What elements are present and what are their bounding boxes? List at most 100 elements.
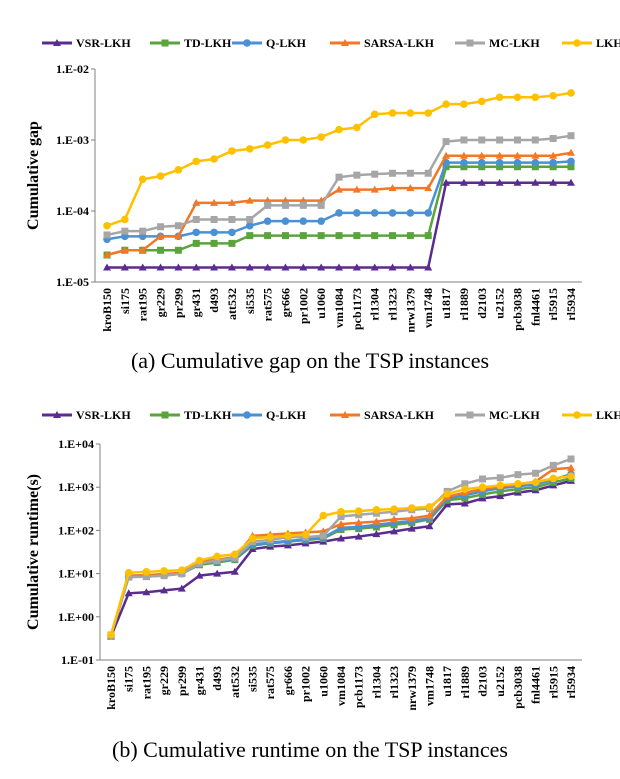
data-point bbox=[567, 157, 575, 166]
data-point bbox=[513, 158, 522, 167]
data-point bbox=[406, 109, 415, 117]
legend-item-td-lkh: TD-LKH bbox=[150, 408, 232, 422]
legend-item-sarsa-lkh: SARSA-LKH bbox=[330, 36, 435, 50]
data-point bbox=[337, 507, 345, 516]
data-point bbox=[335, 232, 343, 240]
y-axis-label: Cumulative gap bbox=[25, 121, 42, 230]
series-vsr-lkh bbox=[107, 476, 575, 640]
data-point bbox=[263, 217, 272, 225]
data-point bbox=[177, 584, 186, 592]
data-point bbox=[352, 263, 361, 271]
data-point bbox=[138, 246, 147, 254]
data-point bbox=[263, 196, 272, 204]
data-point bbox=[264, 232, 272, 240]
data-point bbox=[174, 263, 183, 271]
x-tick-label: nrw1379 bbox=[405, 666, 419, 711]
legend-marker bbox=[341, 411, 349, 418]
x-tick-label: pr299 bbox=[175, 666, 189, 696]
data-point bbox=[531, 163, 539, 171]
data-point bbox=[352, 185, 361, 193]
data-point bbox=[513, 136, 521, 144]
x-tick-label: vm1748 bbox=[422, 666, 436, 706]
x-tick-label: gr666 bbox=[278, 288, 292, 317]
data-point bbox=[353, 232, 361, 240]
legend-item-q-lkh: Q-LKH bbox=[232, 36, 307, 50]
data-point bbox=[335, 209, 343, 217]
data-point bbox=[210, 263, 219, 271]
x-tick-label: u1817 bbox=[439, 288, 453, 319]
data-point bbox=[531, 93, 540, 102]
x-tick-label: u2152 bbox=[493, 666, 507, 697]
x-tick-label: rat195 bbox=[139, 666, 153, 699]
data-point bbox=[139, 227, 147, 235]
data-point bbox=[442, 178, 451, 186]
series-line-vsr-lkh bbox=[109, 479, 572, 637]
data-point bbox=[138, 175, 147, 184]
x-tick-label: d2103 bbox=[476, 666, 490, 697]
series-line-td-lkh bbox=[109, 477, 572, 636]
data-point bbox=[210, 228, 218, 237]
data-point bbox=[156, 232, 165, 240]
x-tick-label: fnl4461 bbox=[529, 666, 543, 704]
data-point bbox=[192, 198, 201, 206]
data-point bbox=[388, 109, 397, 117]
data-point bbox=[459, 178, 468, 186]
data-point bbox=[353, 209, 361, 217]
data-point bbox=[495, 158, 504, 167]
y-tick-label: 1.E-05 bbox=[56, 275, 89, 289]
x-tick-label: kroB150 bbox=[104, 666, 118, 710]
data-point bbox=[371, 170, 379, 178]
data-point bbox=[299, 263, 308, 271]
y-tick-label: 1.E+00 bbox=[58, 610, 94, 624]
data-point bbox=[390, 505, 398, 513]
data-point bbox=[192, 263, 201, 271]
legend-marker bbox=[243, 39, 251, 47]
data-point bbox=[231, 550, 239, 559]
data-point bbox=[406, 169, 414, 177]
x-tick-label: kroB150 bbox=[100, 288, 114, 332]
data-point bbox=[281, 217, 290, 225]
x-tick-label: gr229 bbox=[157, 666, 171, 695]
series-lkh bbox=[107, 472, 575, 639]
x-tick-label: rat575 bbox=[263, 666, 277, 699]
legend-label: SARSA-LKH bbox=[364, 408, 435, 422]
x-tick-label: rl5934 bbox=[564, 666, 578, 699]
legend-label: Q-LKH bbox=[266, 408, 307, 422]
legend-label: Q-LKH bbox=[266, 36, 307, 50]
data-point bbox=[335, 263, 343, 271]
data-point bbox=[424, 184, 433, 192]
series-q-lkh bbox=[103, 157, 575, 244]
data-point bbox=[514, 471, 522, 479]
series-vsr-lkh bbox=[103, 178, 575, 271]
legend-item-td-lkh: TD-LKH bbox=[150, 36, 232, 50]
data-point bbox=[192, 239, 200, 247]
data-point bbox=[354, 532, 363, 540]
legend: VSR-LKH TD-LKH Q-LKH SARSA-LKH MC-LKH LKH bbox=[42, 36, 620, 50]
data-point bbox=[531, 478, 540, 487]
legend-label: VSR-LKH bbox=[76, 36, 131, 50]
x-tick-label: att532 bbox=[225, 288, 239, 320]
x-tick-label: pr1002 bbox=[299, 666, 313, 702]
data-point bbox=[424, 209, 433, 217]
data-point bbox=[337, 534, 345, 542]
x-tick-label: si535 bbox=[246, 666, 260, 692]
data-point bbox=[513, 178, 522, 186]
data-point bbox=[407, 504, 416, 512]
data-point bbox=[567, 148, 575, 156]
x-tick-label: si175 bbox=[118, 288, 132, 314]
data-point bbox=[479, 475, 487, 483]
data-point bbox=[496, 136, 504, 144]
data-point bbox=[425, 503, 434, 511]
data-point bbox=[317, 217, 325, 225]
data-point bbox=[388, 209, 397, 217]
data-point bbox=[230, 567, 239, 575]
data-point bbox=[388, 184, 397, 192]
data-point bbox=[121, 215, 129, 224]
legend-marker bbox=[466, 39, 474, 47]
data-point bbox=[210, 155, 218, 163]
data-point bbox=[443, 490, 451, 498]
data-point bbox=[407, 524, 416, 532]
data-point bbox=[160, 586, 169, 594]
data-point bbox=[549, 151, 558, 159]
x-tick-label: rl1889 bbox=[457, 288, 471, 321]
